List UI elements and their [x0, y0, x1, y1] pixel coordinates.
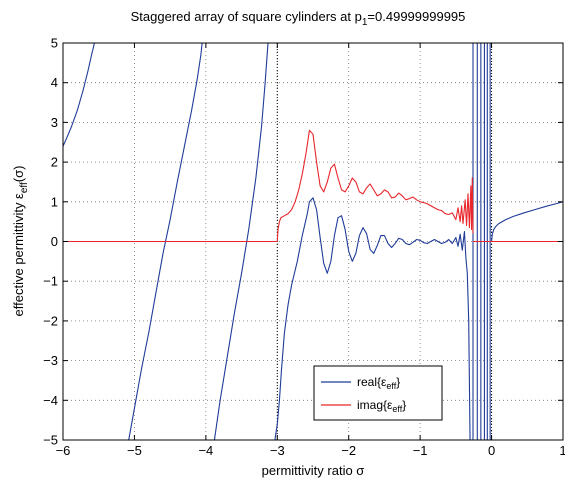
- series-imag-oscillation: [276, 129, 474, 242]
- x-tick-label: −3: [270, 443, 285, 458]
- y-tick-label: −1: [43, 274, 58, 289]
- legend-label-imag-sub: eff: [392, 404, 402, 414]
- y-axis-label-subscript: eff: [19, 182, 30, 193]
- legend-label-real-main: real{ε: [357, 375, 387, 389]
- plot-area: [62, 42, 564, 441]
- y-tick-label: 1: [51, 194, 58, 209]
- y-tick-labels: −5 −4 −3 −2 −1 0 1 2 3 4 5: [43, 36, 58, 448]
- x-tick-labels: −6 −5 −4 −3 −2 −1 0 1: [56, 443, 565, 458]
- x-tick-label: 1: [559, 443, 565, 458]
- x-axis-label: permittivity ratio σ: [262, 463, 365, 478]
- legend-label-real-sub: eff: [386, 381, 396, 391]
- y-tick-label: −2: [43, 313, 58, 328]
- legend-label-real: real{εeff}: [357, 375, 400, 391]
- legend-label-imag: imag{εeff}: [357, 398, 406, 414]
- legend: real{εeff} imag{εeff}: [313, 365, 443, 421]
- y-axis-label: effective permittivity εeff(σ): [11, 166, 30, 317]
- chart-title-value: =0.49999999995: [367, 9, 465, 24]
- series-real-right: [491, 201, 563, 242]
- y-tick-label: −4: [43, 393, 58, 408]
- y-tick-label: 2: [51, 155, 58, 170]
- chart-title: Staggered array of square cylinders at p…: [131, 9, 466, 28]
- chart-title-subscript: 1: [362, 17, 368, 28]
- y-tick-label: −5: [43, 433, 58, 448]
- y-tick-label: 0: [51, 234, 58, 249]
- chart-title-main: Staggered array of square cylinders at p: [131, 9, 362, 24]
- y-tick-label: 3: [51, 115, 58, 130]
- series-real-branch-1: [128, 43, 203, 440]
- y-axis-label-suffix: (σ): [11, 166, 26, 183]
- y-tick-label: −3: [43, 353, 58, 368]
- x-tick-label: −4: [198, 443, 213, 458]
- series-real-oscillation: [274, 197, 471, 440]
- legend-label-real-close: }: [396, 375, 400, 389]
- x-tick-label: −5: [127, 443, 142, 458]
- ticks: [62, 42, 564, 441]
- legend-label-imag-main: imag{ε: [357, 398, 393, 412]
- y-axis-label-main: effective permittivity ε: [11, 193, 26, 317]
- legend-label-imag-close: }: [402, 398, 406, 412]
- x-tick-label: 0: [488, 443, 495, 458]
- legend-box: [313, 365, 443, 421]
- series-real-branch-2: [213, 43, 269, 440]
- series-layer: [63, 43, 563, 440]
- x-tick-label: −1: [413, 443, 428, 458]
- y-tick-label: 4: [51, 75, 58, 90]
- x-tick-label: −2: [341, 443, 356, 458]
- y-tick-label: 5: [51, 36, 58, 51]
- series-real-left: [63, 43, 95, 147]
- x-tick-label: −6: [56, 443, 71, 458]
